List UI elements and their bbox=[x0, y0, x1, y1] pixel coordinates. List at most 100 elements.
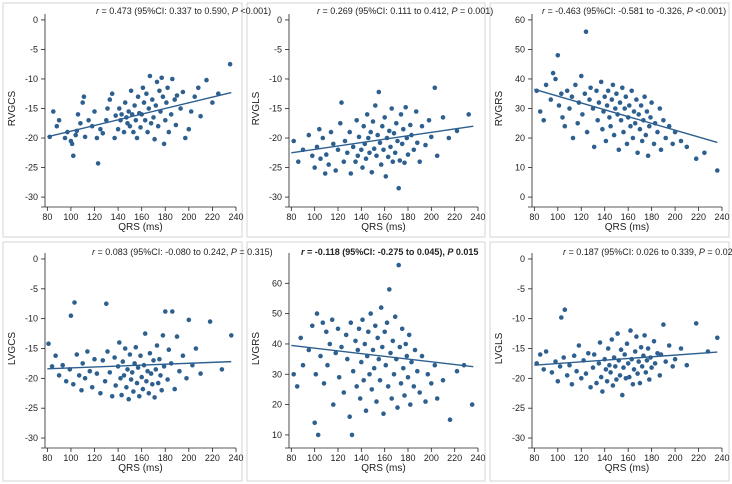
data-point bbox=[210, 100, 215, 105]
stat-r-symbol: r bbox=[96, 6, 100, 16]
stat-ci: (95%CI: -0.581 to -0.326, bbox=[583, 6, 687, 16]
data-point bbox=[296, 159, 301, 164]
y-tick-label: 30 bbox=[515, 104, 525, 114]
data-point bbox=[392, 314, 398, 320]
data-point bbox=[423, 142, 428, 148]
stat-annotation: r = -0.118 (95%CI: -0.275 to 0.045), P 0… bbox=[301, 247, 478, 257]
x-tick-label: 100 bbox=[63, 212, 78, 222]
data-point bbox=[397, 344, 403, 350]
data-point bbox=[366, 329, 371, 335]
data-point bbox=[454, 128, 460, 134]
data-point bbox=[583, 29, 589, 34]
data-point bbox=[310, 153, 315, 159]
data-point bbox=[350, 368, 356, 374]
data-point bbox=[604, 379, 610, 384]
data-point bbox=[588, 85, 593, 91]
data-point bbox=[345, 356, 350, 362]
data-point bbox=[645, 153, 651, 159]
y-tick-label: -25 bbox=[269, 163, 282, 173]
data-point bbox=[663, 135, 668, 141]
data-point bbox=[107, 370, 113, 375]
y-tick-label: -15 bbox=[25, 104, 38, 114]
data-point bbox=[163, 118, 168, 123]
data-point bbox=[370, 119, 376, 124]
data-point bbox=[373, 323, 378, 329]
data-point bbox=[160, 94, 166, 99]
x-tick-label: 200 bbox=[424, 453, 439, 463]
data-point bbox=[168, 112, 174, 117]
x-tick-label: 220 bbox=[205, 212, 220, 222]
data-point bbox=[312, 165, 318, 170]
data-point bbox=[548, 97, 554, 102]
y-tick-label: 20 bbox=[515, 133, 525, 143]
data-point bbox=[104, 301, 109, 307]
data-point bbox=[170, 76, 175, 82]
data-point bbox=[561, 355, 566, 360]
data-point bbox=[374, 399, 379, 404]
stat-r-symbol: r bbox=[542, 6, 546, 16]
chart-lvgrs: 10 20 30 40 50 60 80 100 120 140 160 180 200 220 240 QR… bbox=[251, 247, 486, 474]
data-point bbox=[146, 106, 152, 111]
data-point bbox=[624, 341, 630, 347]
x-tick-label: 200 bbox=[668, 453, 683, 463]
x-tick-label: 80 bbox=[286, 453, 296, 463]
y-tick-label: -15 bbox=[25, 344, 38, 354]
data-point bbox=[553, 359, 558, 364]
data-point bbox=[312, 420, 318, 426]
stat-annotation: r = 0.269 (95%CI: 0.111 to 0.412, P = 0.… bbox=[317, 6, 493, 16]
stat-p-value: <0.001) bbox=[238, 6, 271, 16]
y-tick-label: 20 bbox=[272, 400, 282, 410]
y-tick-label: -20 bbox=[25, 373, 38, 383]
y-axis-title: RVGCS bbox=[7, 90, 18, 126]
data-point bbox=[124, 385, 129, 390]
data-point bbox=[375, 335, 381, 341]
data-point bbox=[647, 377, 652, 382]
x-tick-label: 180 bbox=[400, 212, 415, 222]
data-point bbox=[661, 322, 666, 327]
stat-r-symbol: r bbox=[301, 247, 305, 257]
data-point bbox=[608, 370, 613, 375]
data-point bbox=[715, 168, 720, 173]
stat-r-value: = 0.083 bbox=[95, 247, 130, 257]
data-point bbox=[117, 106, 122, 111]
data-point bbox=[356, 326, 362, 332]
data-point bbox=[610, 383, 616, 388]
chart-rvgrs: 0 10 20 30 40 50 60 80 100 120 140 160 180 200 220 240 Q… bbox=[494, 6, 730, 233]
y-tick-label: 0 bbox=[520, 254, 525, 264]
data-point bbox=[402, 160, 407, 166]
data-point bbox=[434, 153, 440, 159]
data-point bbox=[567, 106, 572, 111]
stat-p-symbol: P bbox=[699, 247, 705, 257]
data-point bbox=[543, 82, 549, 88]
data-point bbox=[314, 311, 320, 316]
data-point bbox=[636, 112, 641, 117]
data-point bbox=[148, 371, 154, 376]
data-point bbox=[649, 365, 654, 370]
data-point bbox=[117, 340, 122, 345]
data-point bbox=[611, 132, 617, 138]
data-point bbox=[607, 115, 612, 120]
y-tick-label: -10 bbox=[25, 314, 38, 324]
data-point bbox=[643, 132, 649, 138]
data-point bbox=[570, 135, 576, 141]
data-point bbox=[178, 106, 183, 111]
data-point bbox=[623, 94, 629, 99]
x-tick-label: 240 bbox=[228, 453, 243, 463]
data-point bbox=[94, 371, 100, 376]
data-point bbox=[367, 150, 372, 156]
y-tick-label: 60 bbox=[272, 278, 282, 288]
data-point bbox=[147, 351, 153, 356]
data-point bbox=[306, 347, 312, 353]
data-point bbox=[163, 309, 168, 314]
data-point bbox=[423, 399, 428, 404]
stat-p-value: = 0.023) bbox=[705, 247, 732, 257]
data-point bbox=[575, 121, 580, 126]
data-point bbox=[584, 129, 590, 135]
data-point bbox=[383, 174, 389, 179]
data-point bbox=[306, 132, 312, 138]
data-point bbox=[338, 121, 343, 126]
data-point bbox=[63, 379, 69, 384]
data-point bbox=[555, 53, 561, 58]
data-point bbox=[60, 362, 65, 368]
data-point bbox=[373, 103, 378, 108]
